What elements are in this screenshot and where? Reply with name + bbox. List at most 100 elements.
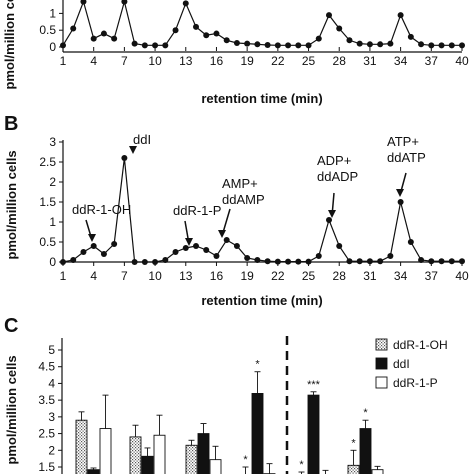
data-point	[172, 249, 179, 255]
data-point	[90, 243, 97, 249]
bar-ddi	[307, 394, 320, 474]
x-tick-label: 13	[179, 54, 193, 68]
significance-mark: ***	[307, 379, 321, 391]
legend-swatch	[375, 376, 388, 389]
data-point	[428, 258, 435, 265]
x-tick-label: 16	[210, 54, 224, 68]
data-point	[60, 259, 66, 265]
data-point	[459, 42, 465, 49]
y-tick-label: 3	[49, 135, 56, 149]
data-point	[80, 249, 87, 255]
y-tick-label: 0	[49, 255, 56, 269]
data-point	[315, 35, 322, 42]
annotation-label: ddATP	[387, 150, 426, 165]
bar-ddr-1-oh	[75, 419, 88, 474]
bar-ddi	[359, 428, 372, 474]
panel-a-chart: pmol/million cells retention time (min) …	[2, 0, 469, 106]
y-tick-label: 0.5	[39, 235, 56, 249]
data-point	[305, 42, 312, 49]
data-point	[346, 37, 353, 44]
panel-b-chart: B pmol/million cells retention time (min…	[4, 113, 469, 308]
x-tick-label: 19	[240, 269, 254, 283]
x-tick-label: 10	[148, 54, 162, 68]
data-point	[203, 32, 210, 39]
data-point	[377, 41, 384, 48]
arrow-head	[185, 238, 193, 246]
annotation-label: ADP+	[317, 153, 351, 168]
panel-c-chart: C pmol/million cells 1.522.533.544.55 **…	[4, 315, 448, 474]
panel-c-label: C	[4, 315, 18, 337]
data-point	[387, 40, 394, 47]
x-tick-label: 7	[121, 269, 128, 283]
bar-ddr-1-p	[209, 459, 222, 474]
panel-a-y-label: pmol/million cells	[2, 0, 17, 90]
data-point	[356, 40, 363, 47]
data-point	[121, 155, 128, 161]
x-tick-label: 40	[455, 54, 469, 68]
data-point	[80, 0, 87, 5]
bar-ddi	[251, 393, 264, 474]
data-point	[428, 42, 435, 49]
data-point	[366, 41, 373, 48]
data-point	[141, 259, 148, 265]
x-tick-label: 16	[210, 269, 224, 283]
data-point	[131, 40, 138, 47]
data-point	[193, 243, 199, 249]
x-tick-label: 13	[179, 269, 193, 283]
x-tick-label: 28	[333, 269, 347, 283]
data-point	[100, 251, 107, 257]
data-point	[100, 30, 107, 37]
data-point	[274, 42, 281, 49]
x-tick-label: 25	[302, 269, 316, 283]
data-point	[213, 253, 220, 259]
c-y-tick-label: 2	[48, 443, 55, 457]
legend-swatch	[375, 338, 388, 351]
annotation-label: AMP+	[222, 176, 258, 191]
x-tick-label: 37	[425, 269, 439, 283]
annotation-label: ddR-1-P	[173, 203, 221, 218]
data-point	[254, 257, 261, 263]
x-tick-label: 31	[363, 54, 377, 68]
data-point	[60, 42, 66, 49]
data-point	[356, 258, 363, 265]
bar-ddr-1-p	[153, 434, 166, 474]
annotation-label: ATP+	[387, 134, 419, 149]
data-point	[223, 237, 230, 243]
y-tick-label: 0.5	[39, 23, 56, 37]
data-point	[326, 12, 332, 19]
annotation-label: ddADP	[317, 169, 358, 184]
bar-ddr-1-oh	[129, 436, 142, 474]
x-tick-label: 19	[240, 54, 254, 68]
bar-ddr-1-p	[371, 469, 384, 474]
significance-mark: *	[255, 359, 260, 371]
arrow-head	[396, 189, 404, 197]
y-tick-label: 1	[49, 6, 56, 20]
data-point	[438, 258, 445, 265]
data-point	[172, 27, 179, 34]
x-tick-label: 34	[394, 269, 408, 283]
y-tick-label: 2	[49, 175, 56, 189]
y-tick-label: 1	[49, 215, 56, 229]
data-point	[203, 247, 210, 253]
data-point	[448, 258, 455, 265]
x-tick-label: 22	[271, 269, 285, 283]
c-y-tick-label: 4.5	[38, 360, 55, 374]
data-point	[244, 255, 251, 261]
bar-ddr-1-oh	[347, 464, 360, 474]
significance-mark: *	[243, 454, 248, 466]
x-tick-label: 37	[425, 54, 439, 68]
data-point	[418, 41, 425, 48]
annotation-label: ddR-1-OH	[72, 202, 131, 217]
data-point	[182, 245, 189, 251]
annotation-label: ddAMP	[222, 192, 265, 207]
series-line	[62, 157, 462, 263]
data-point	[387, 253, 394, 259]
x-tick-label: 10	[148, 269, 162, 283]
data-point	[407, 33, 414, 40]
data-point	[418, 257, 425, 263]
x-tick-label: 28	[333, 54, 347, 68]
c-y-tick-label: 5	[48, 343, 55, 357]
data-point	[70, 257, 77, 263]
panel-b-x-label: retention time (min)	[201, 293, 322, 308]
